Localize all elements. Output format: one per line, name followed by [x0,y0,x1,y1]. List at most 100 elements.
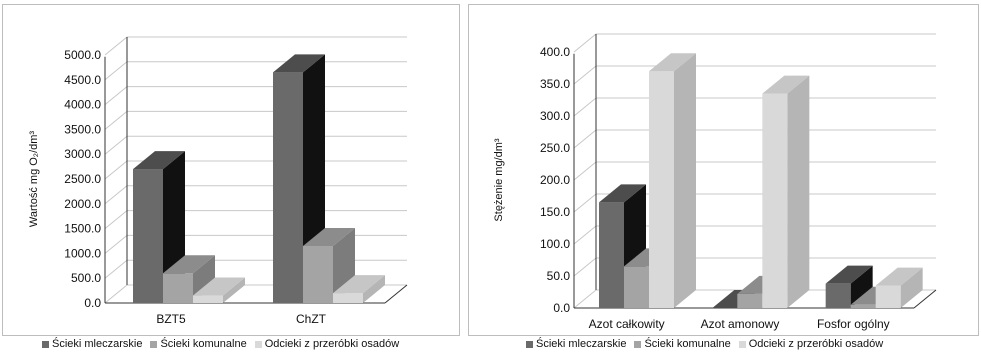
legend-item: Ścieki mleczarskie [42,338,142,350]
bar-side [223,277,245,303]
gridline-connector [573,193,597,213]
bar-front [599,202,624,308]
legend-swatch [254,340,262,348]
x-tick-label: BZT5 [156,312,186,326]
bar-top [762,75,810,94]
bar-front [649,71,674,308]
y-tick-label: 50.0 [547,269,571,283]
legend-item: Ścieki komunalne [150,338,247,350]
y-tick-label: 4500.0 [64,73,101,87]
right-chart-legend: Ścieki mleczarskie Ścieki komunalne Odciek… [526,338,883,350]
bar-top [599,184,646,203]
y-axis-label: Stężenie mg/dm³ [493,138,505,221]
bar-front [850,304,876,308]
gridline-connector [573,225,597,245]
right-chart-svg: 0.0 50.0 100.0 150.0 200.0 250.0 300.0 350.0 400… [493,33,937,331]
gridline-connector [104,135,128,155]
y-tick-label: 150.0 [540,205,570,219]
bar-front [825,283,851,308]
bar-front [193,295,223,303]
bar [825,265,873,308]
x-tick-label: Azot amonowy [701,317,780,331]
bar-side [787,75,810,308]
gridline-connector [104,185,128,205]
x-tick-label: Fosfor ogólny [817,317,890,331]
legend-label: Odcieki z przeróbki osadów [748,338,884,350]
left-chart-panel: 0.0 500.0 1000.0 1500.0 2000.0 2500.0 3000.0 35… [0,0,462,353]
x-tick-label: ChZT [296,312,327,326]
bar-front [333,293,363,303]
y-tick-label: 500.0 [71,271,101,285]
gridline-connector [104,235,128,254]
gridline-connector [104,86,128,105]
bar-top [193,277,245,296]
left-chart-frame [2,4,460,336]
floor-edge [384,284,408,304]
y-tick-label: 1000.0 [64,246,101,260]
left-chart-legend: Ścieki mleczarskie Ścieki komunalne Odciek… [42,338,399,350]
gridline-connector [573,289,597,309]
legend-item: Ścieki komunalne [634,338,731,350]
bar-front [163,273,193,303]
legend-item: Ścieki mleczarskie [526,338,626,350]
bar-top [875,267,923,286]
y-tick-label: 300.0 [540,109,570,123]
gridline-connector [573,161,597,181]
bar-front [624,266,649,308]
gridline-connector [104,111,128,130]
legend-swatch [526,340,533,348]
left-chart-svg: 0.0 500.0 1000.0 1500.0 2000.0 2500.0 3000.0 35… [28,36,408,326]
y-tick-label: 1500.0 [64,222,101,236]
y-tick-label: 250.0 [540,141,570,155]
gridline-connector [104,36,128,56]
y-axis-label: Wartość mg O₂/dm³ [28,131,40,227]
legend-swatch [150,340,158,348]
legend-label: Ścieki mleczarskie [536,338,627,350]
gridline-connector [104,284,128,304]
y-tick-label: 350.0 [540,77,570,91]
bar-front [875,285,901,308]
legend-label: Ścieki mleczarskie [52,338,143,350]
bar [649,53,696,309]
y-tick-label: 4000.0 [64,98,101,112]
bar [193,277,245,303]
gridline-connector [573,257,597,277]
bar-front [303,245,333,303]
legend-swatch [634,340,642,348]
bar-top [133,151,185,170]
gridline-connector [104,61,128,81]
bar [762,75,810,308]
gridline-connector [104,210,128,229]
bar-front [762,93,788,308]
gridline-connector [573,33,597,53]
bar-top [273,54,325,73]
legend-label: Ścieki komunalne [644,338,731,350]
bar-side [900,267,923,308]
y-tick-label: 2500.0 [64,172,101,186]
legend-swatch [738,340,746,348]
x-tick-label: Azot całkowity [589,317,665,331]
legend-swatch [42,340,49,348]
legend-label: Odcieki z przeróbki osadów [264,338,400,350]
legend-label: Ścieki komunalne [160,338,247,350]
right-chart-panel: 0.0 50.0 100.0 150.0 200.0 250.0 300.0 350.0 400… [466,0,981,353]
bar-top [303,227,355,246]
bar-side [850,265,873,308]
right-chart-frame [468,4,979,336]
bar-side [363,275,385,303]
y-tick-label: 400.0 [540,45,570,59]
y-tick-label: 200.0 [540,173,570,187]
floor-edge [913,289,937,309]
y-tick-label: 100.0 [540,237,570,251]
bar [303,227,355,303]
y-tick-label: 5000.0 [64,48,101,62]
bar-front [737,293,763,308]
y-tick-label: 0.0 [84,296,101,310]
y-tick-label: 3500.0 [64,122,101,136]
bar [875,267,923,308]
legend-item: Odcieki z przeróbki osadów [738,338,884,350]
gridline-connector [573,97,597,117]
y-tick-label: 3000.0 [64,147,101,161]
legend-item: Odcieki z przeróbki osadów [254,338,400,350]
gridline-connector [104,160,128,180]
